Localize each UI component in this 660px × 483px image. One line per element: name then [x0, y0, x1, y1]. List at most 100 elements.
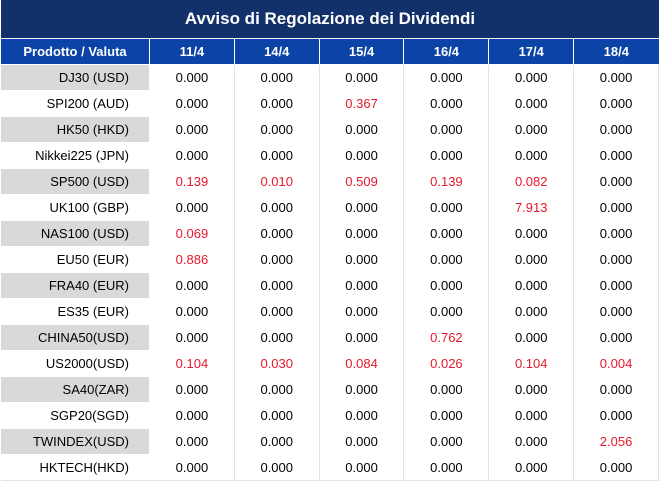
dividend-value: 0.000	[573, 194, 659, 221]
dividend-value: 0.000	[573, 298, 659, 325]
dividend-value: 0.000	[573, 324, 659, 351]
product-name: SP500 (USD)	[1, 168, 150, 195]
product-name: TWINDEX(USD)	[1, 428, 150, 455]
dividend-value: 0.000	[234, 90, 320, 117]
dividend-value: 0.000	[319, 116, 405, 143]
dividend-value: 0.000	[149, 428, 235, 455]
dividend-value: 0.000	[488, 272, 575, 299]
column-header-product: Prodotto / Valuta	[1, 39, 150, 65]
product-name: Nikkei225 (JPN)	[1, 142, 150, 169]
dividend-value: 0.000	[488, 142, 575, 169]
dividend-value: 0.004	[573, 350, 659, 377]
dividend-value: 0.000	[573, 142, 659, 169]
dividend-value: 0.082	[488, 168, 575, 195]
table-row: SGP20(SGD) 0.000 0.000 0.000 0.000 0.000 0.000	[1, 402, 659, 429]
dividend-value: 0.886	[149, 246, 235, 273]
product-name: FRA40 (EUR)	[1, 272, 150, 299]
product-name: UK100 (GBP)	[1, 194, 150, 221]
dividend-value: 0.000	[149, 376, 235, 403]
dividend-value: 0.000	[403, 64, 490, 91]
table-row: SA40(ZAR) 0.000 0.000 0.000 0.000 0.000 0.000	[1, 376, 659, 403]
dividend-value: 0.000	[234, 116, 320, 143]
dividend-value: 0.000	[149, 402, 235, 429]
dividend-value: 0.000	[234, 298, 320, 325]
dividend-value: 0.000	[319, 220, 405, 247]
dividend-value: 0.000	[488, 376, 575, 403]
table-row: SP500 (USD) 0.139 0.010 0.509 0.139 0.082 0.00…	[1, 168, 659, 195]
dividend-value: 0.000	[403, 220, 490, 247]
table-row: EU50 (EUR) 0.886 0.000 0.000 0.000 0.000 0.000	[1, 246, 659, 273]
dividend-value: 0.000	[149, 142, 235, 169]
column-header-date: 18/4	[573, 39, 659, 65]
page-title: Avviso di Regolazione dei Dividendi	[1, 0, 659, 39]
dividend-value: 0.000	[488, 324, 575, 351]
product-name: HK50 (HKD)	[1, 116, 150, 143]
dividend-value: 0.000	[234, 272, 320, 299]
dividend-value: 0.000	[403, 116, 490, 143]
dividend-value: 0.104	[488, 350, 575, 377]
dividend-value: 0.000	[573, 90, 659, 117]
dividend-value: 0.000	[149, 324, 235, 351]
dividend-value: 0.139	[403, 168, 490, 195]
dividend-value: 0.000	[573, 168, 659, 195]
dividend-value: 0.000	[573, 220, 659, 247]
dividend-value: 0.000	[319, 402, 405, 429]
dividend-value: 0.509	[319, 168, 405, 195]
dividend-value: 0.000	[234, 376, 320, 403]
dividend-value: 0.084	[319, 350, 405, 377]
table-body: DJ30 (USD) 0.000 0.000 0.000 0.000 0.000 0.000…	[1, 64, 659, 481]
dividend-value: 0.000	[573, 116, 659, 143]
column-header-date: 16/4	[403, 39, 490, 65]
dividend-value: 0.000	[319, 64, 405, 91]
dividend-value: 0.000	[573, 376, 659, 403]
dividend-value: 7.913	[488, 194, 575, 221]
table-header-row: Prodotto / Valuta 11/4 14/4 15/4 16/4 17…	[1, 39, 659, 65]
dividend-value: 0.000	[403, 246, 490, 273]
dividend-value: 0.000	[319, 298, 405, 325]
dividend-value: 0.000	[234, 402, 320, 429]
product-name: DJ30 (USD)	[1, 64, 150, 91]
dividend-value: 0.000	[403, 402, 490, 429]
dividend-value: 0.000	[149, 194, 235, 221]
dividend-value: 0.000	[403, 454, 490, 481]
dividend-value: 0.000	[234, 194, 320, 221]
dividend-value: 0.139	[149, 168, 235, 195]
dividend-value: 0.000	[488, 90, 575, 117]
table-row: Nikkei225 (JPN) 0.000 0.000 0.000 0.000 0.000…	[1, 142, 659, 169]
dividend-value: 0.000	[234, 142, 320, 169]
table-row: HK50 (HKD) 0.000 0.000 0.000 0.000 0.000 0.000	[1, 116, 659, 143]
dividend-value: 0.000	[234, 220, 320, 247]
dividend-value: 2.056	[573, 428, 659, 455]
column-header-date: 11/4	[149, 39, 235, 65]
dividend-value: 0.000	[319, 194, 405, 221]
dividend-value: 0.000	[234, 324, 320, 351]
dividend-value: 0.000	[488, 454, 575, 481]
column-header-date: 14/4	[234, 39, 320, 65]
table-row: CHINA50(USD) 0.000 0.000 0.000 0.762 0.000 0.0…	[1, 324, 659, 351]
dividend-value: 0.000	[488, 428, 575, 455]
dividend-value: 0.000	[403, 90, 490, 117]
dividend-value: 0.000	[319, 376, 405, 403]
dividend-value: 0.000	[149, 298, 235, 325]
dividend-value: 0.000	[234, 428, 320, 455]
dividend-value: 0.000	[149, 116, 235, 143]
table-row: SPI200 (AUD) 0.000 0.000 0.367 0.000 0.000 0.0…	[1, 90, 659, 117]
table-row: ES35 (EUR) 0.000 0.000 0.000 0.000 0.000 0.000	[1, 298, 659, 325]
dividend-value: 0.000	[573, 246, 659, 273]
product-name: HKTECH(HKD)	[1, 454, 150, 481]
dividend-value: 0.000	[488, 402, 575, 429]
dividend-value: 0.000	[488, 298, 575, 325]
product-name: US2000(USD)	[1, 350, 150, 377]
table-row: DJ30 (USD) 0.000 0.000 0.000 0.000 0.000 0.000	[1, 64, 659, 91]
dividend-value: 0.000	[319, 428, 405, 455]
table-row: FRA40 (EUR) 0.000 0.000 0.000 0.000 0.000 0.00…	[1, 272, 659, 299]
product-name: SGP20(SGD)	[1, 402, 150, 429]
dividend-value: 0.104	[149, 350, 235, 377]
dividend-value: 0.000	[403, 272, 490, 299]
dividend-value: 0.000	[573, 272, 659, 299]
dividend-value: 0.000	[488, 246, 575, 273]
table-row: TWINDEX(USD) 0.000 0.000 0.000 0.000 0.000 2.0…	[1, 428, 659, 455]
dividend-value: 0.000	[403, 194, 490, 221]
dividend-value: 0.000	[319, 454, 405, 481]
